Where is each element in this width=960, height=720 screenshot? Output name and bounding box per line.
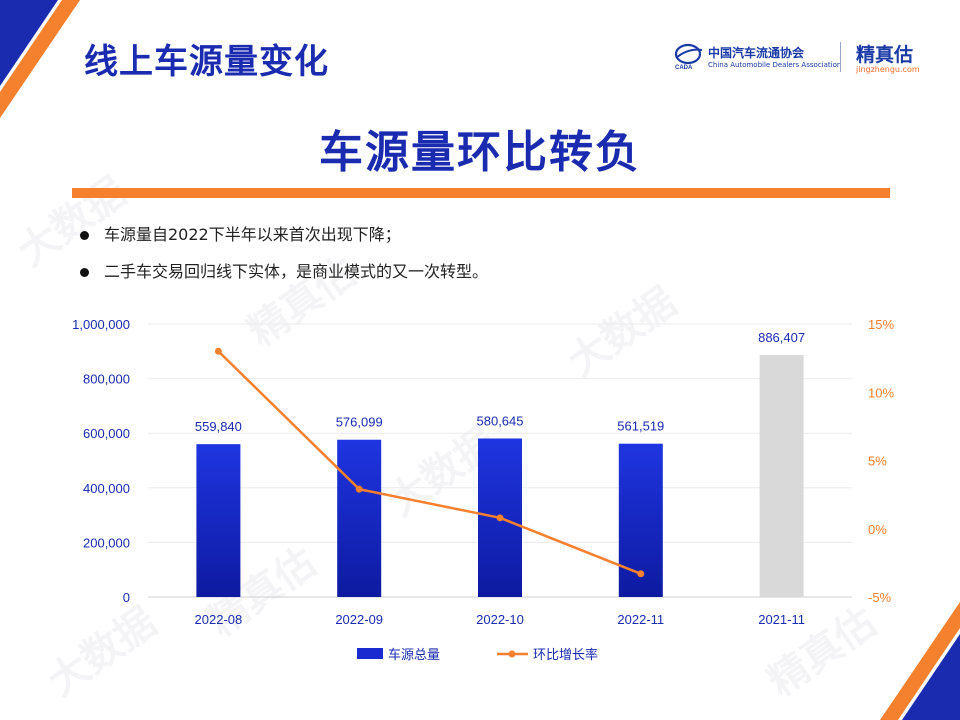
bar <box>196 444 241 597</box>
svg-text:CADA: CADA <box>675 65 693 70</box>
legend-bar-swatch <box>357 648 383 659</box>
top-left-corner-decoration <box>0 0 80 118</box>
growth-rate-point <box>496 514 504 522</box>
headline: 车源量环比转负 <box>319 127 641 178</box>
y-left-tick-label: 800,000 <box>83 372 130 387</box>
x-tick-label: 2022-08 <box>195 612 243 627</box>
legend-bar-label: 车源总量 <box>388 647 440 662</box>
slide-title: 线上车源量变化 <box>84 42 329 82</box>
growth-rate-point <box>355 485 363 493</box>
logo-divider <box>840 42 841 72</box>
y-right-tick-label: 0% <box>868 522 887 537</box>
bullet-item: 二手车交易回归线下实体，是商业模式的又一次转型。 <box>78 259 488 296</box>
x-tick-label: 2021-11 <box>758 612 805 627</box>
y-left-tick-label: 400,000 <box>83 481 130 496</box>
growth-rate-point <box>214 347 222 355</box>
cada-name-en: China Automobile Dealers Association <box>708 61 842 69</box>
headline-underline <box>72 188 890 198</box>
bottom-right-corner-decoration <box>880 602 960 720</box>
growth-rate-point <box>637 570 645 578</box>
y-left-tick-label: 1,000,000 <box>72 317 130 332</box>
bullet-text: 车源量自2022下半年以来首次出现下降； <box>104 225 401 244</box>
bullet-list: 车源量自2022下半年以来首次出现下降； 二手车交易回归线下实体，是商业模式的又… <box>78 222 488 296</box>
y-right-tick-label: 15% <box>868 317 894 332</box>
legend-line-label: 环比增长率 <box>533 647 598 662</box>
growth-rate-line <box>217 350 642 575</box>
x-tick-label: 2022-10 <box>476 612 524 627</box>
y-right-tick-label: 5% <box>868 454 887 469</box>
legend-line-marker <box>508 650 516 658</box>
y-right-tick-label: 10% <box>868 385 894 400</box>
y-left-tick-label: 0 <box>123 590 130 605</box>
y-right-tick-label: -5% <box>868 590 892 605</box>
bar-data-label: 886,407 <box>758 330 805 345</box>
bullet-dot-icon <box>80 268 89 277</box>
cada-logo-icon: CADA <box>674 43 703 70</box>
bullet-item: 车源量自2022下半年以来首次出现下降； <box>78 222 488 259</box>
y-left-tick-label: 600,000 <box>83 426 130 441</box>
bullet-text: 二手车交易回归线下实体，是商业模式的又一次转型。 <box>104 262 489 281</box>
bar <box>337 439 382 597</box>
bar <box>759 355 804 597</box>
bar-data-label: 561,519 <box>617 419 664 434</box>
x-tick-label: 2022-11 <box>617 612 664 627</box>
y-left-tick-label: 200,000 <box>83 535 130 550</box>
bar-data-label: 580,645 <box>477 413 524 428</box>
jzg-logo-text: 精真估 <box>856 44 914 66</box>
bar-data-label: 576,099 <box>336 415 383 430</box>
cada-name-cn: 中国汽车流通协会 <box>708 46 805 60</box>
x-tick-label: 2022-09 <box>335 612 383 627</box>
bar-data-label: 559,840 <box>195 419 242 434</box>
bullet-dot-icon <box>80 231 89 240</box>
logo-group: CADA 中国汽车流通协会 China Automobile Dealers A… <box>672 40 932 80</box>
jzg-logo-url: jingzhengu.com <box>856 65 920 74</box>
